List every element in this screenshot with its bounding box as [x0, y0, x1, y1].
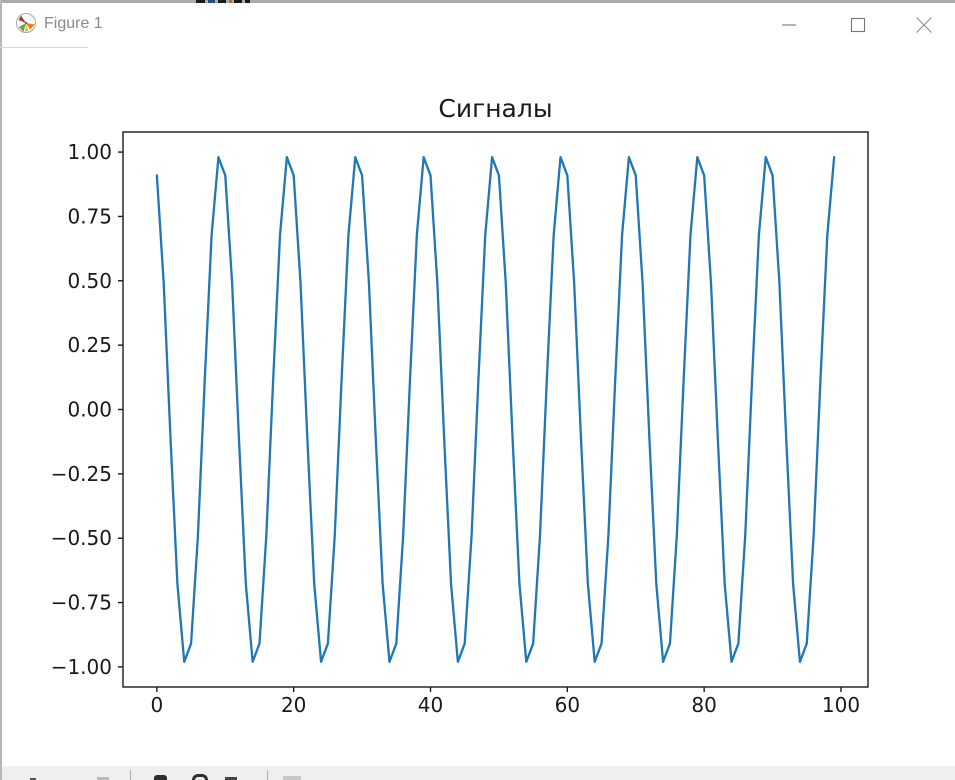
x-tick-label: 60: [555, 693, 580, 717]
maximize-icon: [850, 17, 866, 33]
signal-line: [155, 156, 836, 663]
x-tick-label: 40: [418, 693, 443, 717]
axes-frame: [122, 131, 869, 688]
background-window-line: [0, 47, 88, 48]
x-tick-label: 20: [281, 693, 306, 717]
x-tick-label: 80: [691, 693, 716, 717]
close-icon: [916, 17, 932, 33]
chart-title: Сигналы: [438, 94, 553, 123]
y-tick-label: 0.25: [67, 333, 112, 357]
y-tick-label: −1.00: [51, 655, 112, 679]
minimize-icon: [782, 24, 796, 26]
y-tick-label: 0.50: [67, 269, 112, 293]
toolbar-icon-fragment[interactable]: [225, 777, 237, 780]
window-left-border: [0, 0, 2, 780]
toolbar-icon-fragment[interactable]: [30, 778, 36, 780]
maximize-button[interactable]: [824, 3, 892, 47]
background-window-fragment: [208, 0, 215, 3]
toolbar-divider: [130, 770, 131, 780]
line-chart: 0 20 40 60 80 100 1.00 0.75 0.50 0.25 0.00 −0.25 −0.…: [51, 131, 869, 717]
y-tick-label: −0.75: [51, 591, 112, 615]
window-title: Figure 1: [44, 15, 103, 32]
background-window-fragment: [196, 0, 205, 3]
navigation-toolbar: [0, 766, 955, 780]
x-tick-label: 0: [150, 693, 163, 717]
close-button[interactable]: [893, 3, 955, 47]
x-tick-label: 100: [822, 693, 860, 717]
save-icon-fragment[interactable]: [283, 776, 301, 780]
pan-icon-fragment[interactable]: [154, 775, 167, 780]
minimize-button[interactable]: [755, 3, 823, 47]
toolbar-icon-fragment[interactable]: [97, 777, 109, 780]
background-window-fragment: [245, 0, 250, 3]
background-window-fragment: [229, 0, 232, 3]
background-window-fragment: [218, 0, 226, 3]
background-window-fragment: [234, 0, 242, 3]
window-titlebar[interactable]: Figure 1: [0, 3, 955, 47]
matplotlib-logo-icon[interactable]: [15, 12, 37, 34]
y-tick-label: 1.00: [67, 140, 112, 164]
y-tick-label: −0.25: [51, 462, 112, 486]
y-tick-label: −0.50: [51, 526, 112, 550]
background-window-edge: [0, 0, 955, 3]
zoom-icon-fragment[interactable]: [192, 774, 208, 780]
toolbar-divider: [267, 770, 268, 780]
y-tick-label: 0.00: [67, 398, 112, 422]
y-tick-label: 0.75: [67, 204, 112, 228]
